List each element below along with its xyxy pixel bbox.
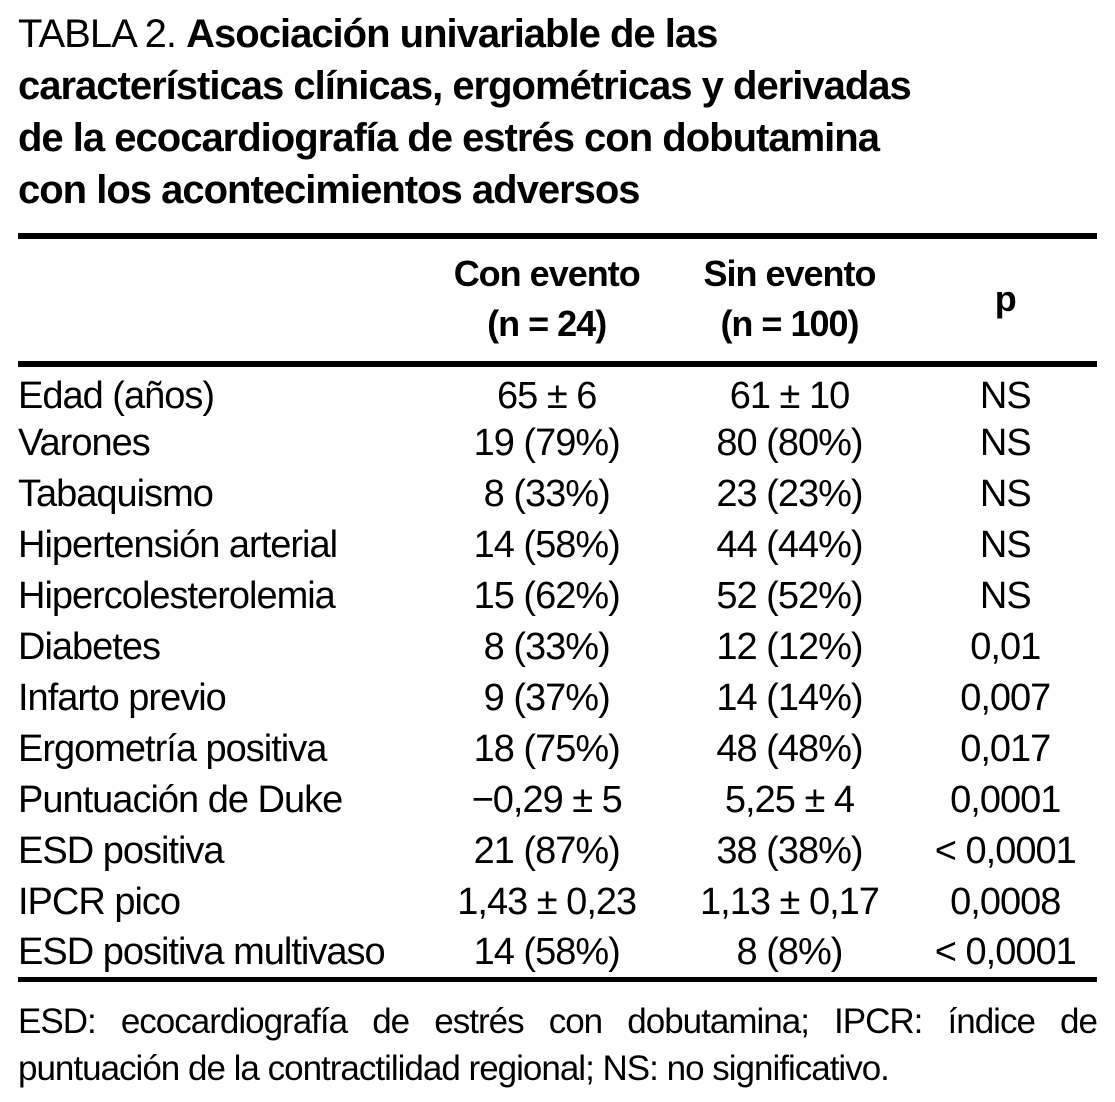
cell-sin: 38 (38%) bbox=[716, 830, 863, 872]
table-row: Diabetes 8 (33%) 12 (12%) 0,01 bbox=[18, 622, 1097, 673]
header-row: Con evento (n = 24) Sin evento (n = 100)… bbox=[18, 236, 1097, 367]
cell-label: Diabetes bbox=[18, 626, 161, 668]
cell-sin: 44 (44%) bbox=[716, 524, 863, 566]
cell-p: NS bbox=[979, 375, 1032, 417]
table-row: Tabaquismo 8 (33%) 23 (23%) NS bbox=[18, 469, 1097, 520]
cell-sin: 52 (52%) bbox=[716, 575, 863, 617]
cell-label: Puntuación de Duke bbox=[18, 779, 343, 821]
cell-label: Hipertensión arterial bbox=[18, 524, 338, 566]
cell-con: 8 (33%) bbox=[483, 473, 611, 515]
cell-con: 14 (58%) bbox=[473, 930, 621, 973]
cell-label: Tabaquismo bbox=[18, 473, 214, 515]
cell-sin: 5,25 ± 4 bbox=[724, 779, 855, 821]
cell-con: 18 (75%) bbox=[473, 728, 621, 770]
cell-label: Hipercolesterolemia bbox=[18, 575, 336, 617]
table-row: Ergometría positiva 18 (75%) 48 (48%) 0,017 bbox=[18, 724, 1097, 775]
cell-con: 65 ± 6 bbox=[497, 375, 597, 417]
title-text-line-3: de la ecocardiografía de estrés con dobu… bbox=[18, 116, 880, 160]
table-number-label: TABLA 2. bbox=[18, 12, 187, 56]
cell-label: ESD positiva bbox=[18, 830, 225, 872]
cell-con: 21 (87%) bbox=[473, 830, 621, 872]
table-body: Edad (años) 65 ± 6 61 ± 10 NS Varones 19 (79%… bbox=[18, 364, 1097, 979]
cell-label: IPCR pico bbox=[18, 881, 181, 923]
title-line-1: TABLA 2. Asociación univariable de las bbox=[18, 8, 1097, 60]
cell-sin: 23 (23%) bbox=[716, 473, 863, 515]
cell-label: Edad (años) bbox=[18, 375, 215, 417]
cell-label: Ergometría positiva bbox=[18, 728, 327, 770]
cell-p: 0,01 bbox=[970, 626, 1041, 668]
cell-sin: 48 (48%) bbox=[716, 728, 863, 770]
table-row: Hipercolesterolemia 15 (62%) 52 (52%) NS bbox=[18, 571, 1097, 622]
cell-p: NS bbox=[979, 524, 1032, 566]
data-table: Con evento (n = 24) Sin evento (n = 100)… bbox=[18, 233, 1097, 982]
title-text-line-2: características clínicas, ergométricas y… bbox=[18, 64, 912, 108]
cell-label: Varones bbox=[18, 422, 151, 464]
header-con-evento-label: Con evento bbox=[453, 253, 641, 294]
cell-p: < 0,0001 bbox=[934, 830, 1077, 872]
cell-con: 1,43 ± 0,23 bbox=[457, 881, 637, 923]
title-text-line-1: Asociación univariable de las bbox=[186, 12, 718, 56]
cell-con: 19 (79%) bbox=[473, 422, 621, 464]
cell-sin: 61 ± 10 bbox=[729, 375, 851, 417]
header-con-evento-sublabel: (n = 24) bbox=[487, 303, 607, 344]
cell-label: Infarto previo bbox=[18, 677, 227, 719]
cell-p: NS bbox=[979, 473, 1032, 515]
table-header: Con evento (n = 24) Sin evento (n = 100)… bbox=[18, 236, 1097, 367]
title-text-line-4: con los acontecimientos adversos bbox=[18, 168, 641, 212]
cell-label: ESD positiva multivaso bbox=[18, 930, 386, 973]
cell-p: 0,0008 bbox=[950, 881, 1061, 923]
table-row: ESD positiva 21 (87%) 38 (38%) < 0,0001 bbox=[18, 826, 1097, 877]
table-row: Hipertensión arterial 14 (58%) 44 (44%) NS bbox=[18, 520, 1097, 571]
cell-con: 8 (33%) bbox=[483, 626, 611, 668]
cell-sin: 1,13 ± 0,17 bbox=[700, 881, 880, 923]
header-sin-evento-sublabel: (n = 100) bbox=[720, 303, 859, 344]
header-con-evento: Con evento (n = 24) bbox=[428, 236, 666, 367]
footnote: ESD: ecocardiografía de estrés con dobut… bbox=[18, 1001, 1098, 1088]
cell-con: 14 (58%) bbox=[473, 524, 621, 566]
cell-sin: 14 (14%) bbox=[716, 677, 863, 719]
cell-con: −0,29 ± 5 bbox=[471, 779, 623, 821]
header-sin-evento-label: Sin evento bbox=[703, 253, 876, 294]
cell-sin: 8 (8%) bbox=[736, 930, 844, 973]
cell-p: 0,007 bbox=[960, 677, 1051, 719]
cell-p: NS bbox=[979, 422, 1032, 464]
cell-con: 9 (37%) bbox=[483, 677, 611, 719]
cell-p: < 0,0001 bbox=[934, 930, 1077, 973]
cell-p: 0,0001 bbox=[950, 779, 1061, 821]
cell-p: NS bbox=[979, 575, 1032, 617]
table-row: Puntuación de Duke −0,29 ± 5 5,25 ± 4 0,000… bbox=[18, 775, 1097, 826]
table-row: Varones 19 (79%) 80 (80%) NS bbox=[18, 418, 1097, 469]
page-title: TABLA 2. Asociación univariable de las c… bbox=[18, 8, 1097, 216]
cell-p: 0,017 bbox=[960, 728, 1051, 770]
header-p: p bbox=[913, 236, 1097, 367]
table-row: ESD positiva multivaso 14 (58%) 8 (8%) < 0,… bbox=[18, 928, 1097, 979]
header-empty-cell bbox=[18, 236, 429, 367]
header-sin-evento: Sin evento (n = 100) bbox=[665, 236, 914, 367]
table-row: Edad (años) 65 ± 6 61 ± 10 NS bbox=[18, 364, 1097, 418]
table-row: Infarto previo 9 (37%) 14 (14%) 0,007 bbox=[18, 673, 1097, 724]
cell-con: 15 (62%) bbox=[473, 575, 621, 617]
table-row: IPCR pico 1,43 ± 0,23 1,13 ± 0,17 0,0008 bbox=[18, 877, 1097, 928]
cell-sin: 80 (80%) bbox=[716, 422, 863, 464]
cell-sin: 12 (12%) bbox=[716, 626, 863, 668]
